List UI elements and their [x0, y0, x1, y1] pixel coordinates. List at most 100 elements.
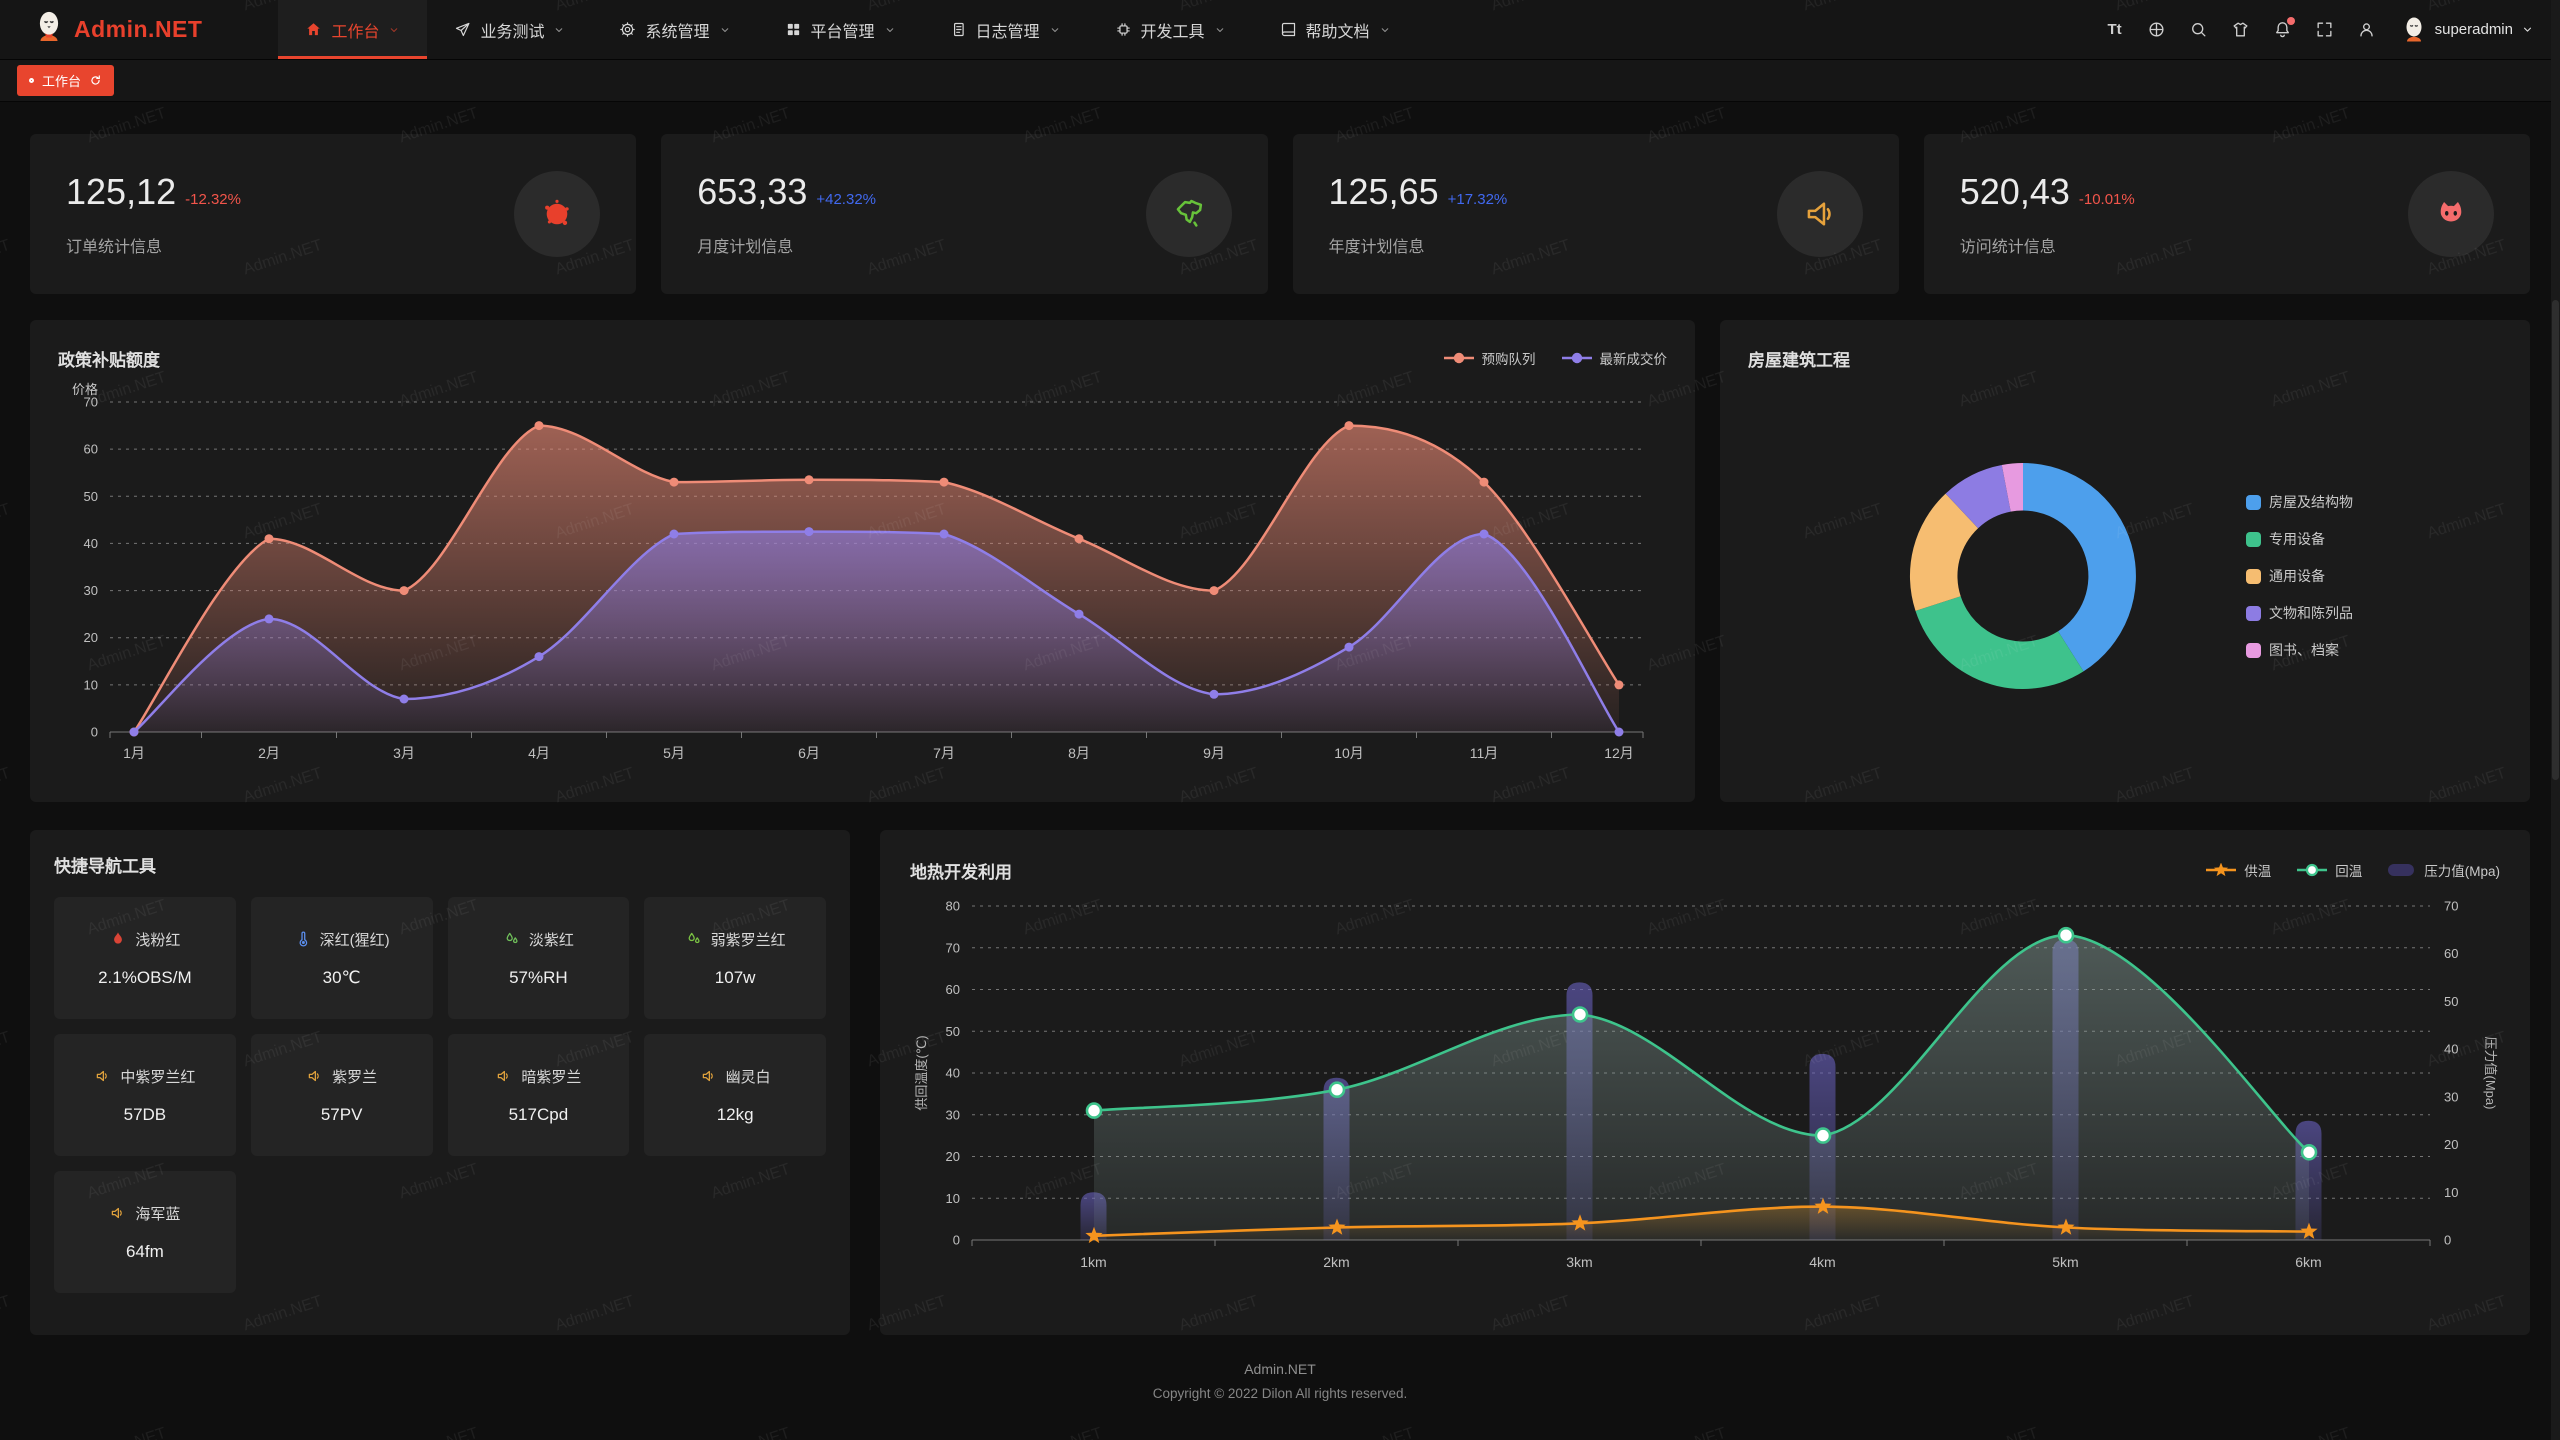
svg-text:0: 0: [2444, 1233, 2451, 1248]
panel-quick-nav: 快捷导航工具 浅粉红 2.1%OBS/M 深红(猩红) 30℃ 淡紫红 57%RH 弱紫罗兰…: [30, 830, 850, 1335]
stat-icon-circle: [2408, 171, 2494, 257]
legend-item[interactable]: 预购队列: [1443, 348, 1536, 368]
toolbar-globe-button[interactable]: [2139, 12, 2175, 48]
document-icon: [953, 22, 964, 37]
nav-item-system-manage[interactable]: 系统管理: [592, 0, 757, 59]
svg-text:60: 60: [2444, 946, 2458, 961]
chip-icon: [1116, 23, 1130, 36]
nav-item-log-manage[interactable]: 日志管理: [923, 0, 1088, 59]
quick-nav-name: 中紫罗兰红: [120, 1068, 196, 1086]
quick-nav-value: 57DB: [123, 1104, 167, 1124]
refresh-icon: [91, 75, 100, 85]
nav-item-platform-manage[interactable]: 平台管理: [758, 0, 923, 59]
china-map-icon: [1176, 199, 1202, 227]
legend-item[interactable]: 最新成交价: [1561, 348, 1667, 368]
toolbar-fullscreen-button[interactable]: [2307, 12, 2343, 48]
chevron-down-icon: [721, 27, 728, 32]
cat-icon: [2440, 201, 2462, 222]
geo-legend-item[interactable]: 压力值(Mpa): [2388, 860, 2500, 880]
chevron-down-icon: [886, 27, 893, 32]
speaker-icon: [498, 1070, 509, 1082]
quick-nav-value: 57PV: [320, 1104, 363, 1124]
tab-workbench[interactable]: 工作台: [17, 65, 115, 96]
donut-legend-item[interactable]: 房屋及结构物: [2246, 492, 2496, 512]
toolbar-font-size-button[interactable]: Tt: [2097, 12, 2133, 48]
quick-nav-item-2[interactable]: 淡紫红 57%RH: [447, 897, 630, 1019]
tabbar: 工作台: [0, 60, 2560, 102]
geo-legend-item[interactable]: 供温: [2206, 860, 2271, 880]
scrollbar-thumb[interactable]: [2552, 300, 2559, 780]
quick-nav-item-8[interactable]: 海军蓝 64fm: [54, 1171, 236, 1293]
panel-building-project: 房屋建筑工程 房屋及结构物 专用设备 通用设备 文物和陈列品 图书、档案: [1720, 320, 2530, 802]
stat-card-2: 125,65 +17.32% 年度计划信息: [1292, 134, 1899, 294]
watermark-text: Admin.NET: [1021, 1425, 1104, 1440]
donut-legend-item[interactable]: 专用设备: [2246, 529, 2496, 549]
svg-text:60: 60: [84, 442, 98, 457]
chevron-down-icon: [719, 24, 731, 36]
svg-text:70: 70: [2444, 899, 2458, 914]
svg-text:7月: 7月: [933, 745, 955, 761]
donut-legend-item[interactable]: 文物和陈列品: [2246, 603, 2496, 623]
nav-item-dev-tools[interactable]: 开发工具: [1088, 0, 1253, 59]
flame-icon: [114, 932, 123, 944]
svg-text:40: 40: [2444, 1042, 2458, 1057]
svg-text:50: 50: [2444, 994, 2458, 1009]
quick-nav-item-0[interactable]: 浅粉红 2.1%OBS/M: [54, 897, 236, 1019]
svg-text:20: 20: [946, 1149, 960, 1164]
toolbar-shirt-button[interactable]: [2223, 12, 2259, 48]
footer-copyright: Copyright © 2022 Dilon All rights reserv…: [1152, 1386, 1408, 1401]
chevron-down-icon: [388, 24, 400, 36]
donut-legend-item[interactable]: 图书、档案: [2246, 640, 2496, 660]
quick-nav-value: 517Cpd: [508, 1104, 569, 1124]
quick-nav-item-5[interactable]: 紫罗兰 57PV: [250, 1034, 433, 1156]
quick-nav-item-7[interactable]: 幽灵白 12kg: [644, 1034, 826, 1156]
svg-text:30: 30: [946, 1107, 960, 1122]
stat-text: 125,65 +17.32% 年度计划信息: [1329, 171, 1508, 257]
stat-delta: -12.32%: [185, 191, 241, 208]
quick-nav-value: 12kg: [716, 1104, 754, 1124]
donut-legend-item[interactable]: 通用设备: [2246, 566, 2496, 586]
footer-app-name: Admin.NET: [1244, 1361, 1316, 1377]
quick-nav-name: 紫罗兰: [332, 1068, 378, 1086]
footer: Admin.NET Copyright © 2022 Dilon All rig…: [30, 1361, 2530, 1401]
chevron-down-icon: [1381, 27, 1388, 32]
user-menu[interactable]: superadmin: [2401, 16, 2534, 44]
brand[interactable]: Admin.NET: [0, 0, 238, 59]
chevron-down-icon: [391, 27, 398, 32]
toolbar-bell-button[interactable]: [2265, 12, 2301, 48]
user-icon: [2360, 23, 2373, 37]
refresh-icon[interactable]: [89, 74, 102, 87]
chevron-down-icon: [884, 24, 896, 36]
svg-text:10: 10: [2444, 1185, 2458, 1200]
quick-nav-item-1[interactable]: 深红(猩红) 30℃: [250, 897, 433, 1019]
grid-icon: [787, 23, 799, 36]
svg-text:0: 0: [953, 1233, 960, 1248]
nav-item-workbench[interactable]: 工作台: [278, 0, 428, 59]
speaker-icon: [97, 1070, 108, 1082]
geo-legend-item[interactable]: 回温: [2297, 860, 2362, 880]
stat-delta: -10.01%: [2078, 191, 2135, 208]
nav-item-help-docs[interactable]: 帮助文档: [1253, 0, 1418, 59]
stat-value: 653,33: [697, 171, 808, 212]
quick-nav-value: 30℃: [322, 967, 361, 987]
main-content: 125,12 -12.32% 订单统计信息 m 653,33 +42.32% 月度计划信息 1…: [0, 102, 2560, 1401]
quick-nav-item-3[interactable]: 弱紫罗兰红 107w: [644, 897, 826, 1019]
nav-item-label: 工作台: [331, 23, 380, 41]
chevron-down-icon: [556, 27, 563, 32]
stat-text: 653,33 +42.32% 月度计划信息: [697, 171, 876, 257]
stat-value: 125,65: [1328, 171, 1439, 212]
nav-item-business-test[interactable]: 业务测试: [427, 0, 592, 59]
quick-nav-item-6[interactable]: 暗紫罗兰 517Cpd: [447, 1034, 630, 1156]
watermark-text: Admin.NET: [1957, 1425, 2040, 1440]
quick-nav-item-4[interactable]: 中紫罗兰红 57DB: [54, 1034, 236, 1156]
splash-icon: m: [545, 199, 569, 226]
panel-geothermal: 地热开发利用 供温 回温 压力值(Mpa) 0 10 20 30 40 50 60 70 80 0 10…: [880, 830, 2530, 1335]
quick-nav-value: 64fm: [125, 1241, 164, 1261]
username: superadmin: [2434, 21, 2513, 38]
scrollbar[interactable]: [2551, 0, 2560, 1440]
quick-nav-name: 暗紫罗兰: [521, 1068, 582, 1086]
toolbar-search-button[interactable]: [2181, 12, 2217, 48]
svg-text:20: 20: [84, 630, 98, 645]
toolbar-user-button[interactable]: [2349, 12, 2385, 48]
quick-nav-name: 海军蓝: [135, 1205, 181, 1223]
